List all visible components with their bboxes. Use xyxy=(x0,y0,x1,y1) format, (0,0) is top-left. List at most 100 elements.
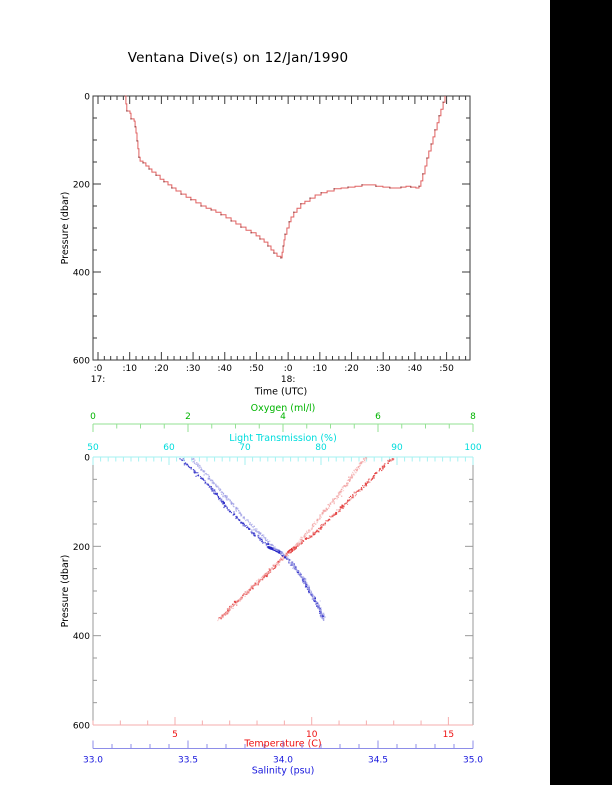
scatter-dot xyxy=(355,492,357,494)
scatter-dot xyxy=(289,559,291,561)
scatter-dot xyxy=(322,509,325,512)
scatter-dot xyxy=(290,562,293,565)
scatter-dot xyxy=(330,503,332,505)
scatter-dot xyxy=(333,501,335,503)
scatter-dot xyxy=(319,515,321,517)
scatter-dot xyxy=(328,519,330,521)
scatter-dot xyxy=(325,520,327,522)
scatter-dot xyxy=(371,478,373,480)
scatter-dot xyxy=(212,480,214,482)
scatter-dot xyxy=(303,579,305,581)
scatter-dot xyxy=(246,590,248,592)
scatter-dot xyxy=(262,542,264,544)
scatter-dot xyxy=(276,562,278,564)
scatter-dot xyxy=(321,514,323,516)
scatter-dot xyxy=(304,534,306,536)
scatter-dot xyxy=(246,524,248,527)
scatter-dot xyxy=(266,572,268,574)
scatter-dot xyxy=(230,501,233,504)
scatter-dot xyxy=(329,515,331,517)
scatter-dot xyxy=(260,537,262,539)
scatter-dot xyxy=(335,513,338,515)
scatter-dot xyxy=(316,529,319,532)
scatter-dot xyxy=(308,587,310,589)
scatter-dot xyxy=(321,512,323,514)
scatter-dot xyxy=(324,616,326,618)
scatter-dot xyxy=(227,609,229,612)
scatter-dot xyxy=(318,527,320,530)
temperature-ascent-points xyxy=(217,457,368,622)
scatter-dot xyxy=(319,517,321,519)
scatter-dot xyxy=(312,525,314,527)
scatter-dot xyxy=(292,564,294,566)
scatter-dot xyxy=(309,530,311,532)
scatter-dot xyxy=(198,463,200,465)
scatter-dot xyxy=(237,599,239,601)
scatter-dot xyxy=(201,477,204,480)
scatter-dot xyxy=(312,533,315,536)
scatter-dot xyxy=(243,523,245,525)
scatter-dot xyxy=(391,458,394,461)
time-tick-label: :40 xyxy=(408,364,423,374)
scatter-dot xyxy=(280,557,282,559)
scatter-dot xyxy=(317,530,320,533)
scatter-dot xyxy=(267,571,269,573)
dive-profile-marker xyxy=(438,115,440,117)
scatter-dot xyxy=(235,602,237,604)
scatter-dot xyxy=(303,582,305,585)
scatter-dot xyxy=(331,514,334,517)
scatter-dot xyxy=(191,458,193,460)
scatter-dot xyxy=(275,566,277,568)
scatter-dot xyxy=(313,595,315,597)
scatter-dot xyxy=(292,547,294,549)
dive-profile-marker xyxy=(333,188,335,190)
scatter-dot xyxy=(269,570,271,572)
scatter-dot xyxy=(258,578,260,580)
scatter-dot xyxy=(193,469,195,471)
scatter-dot xyxy=(226,497,228,499)
scatter-dot xyxy=(212,481,214,483)
scatter-dot xyxy=(183,462,185,465)
scatter-dot xyxy=(221,493,223,495)
temperature-axis: 5 10 15 xyxy=(92,717,473,740)
oxygen-axis: 0 2 4 6 8 xyxy=(90,412,476,432)
scatter-dot xyxy=(367,479,370,481)
scatter-dot xyxy=(311,595,313,597)
scatter-dot xyxy=(251,523,253,525)
scatter-dot xyxy=(333,498,335,500)
scatter-dot xyxy=(209,479,211,481)
scatter-dot xyxy=(233,506,235,508)
scatter-dot xyxy=(230,512,232,514)
scatter-dot xyxy=(232,504,235,506)
scatter-dot xyxy=(259,580,261,582)
scatter-dot xyxy=(281,551,284,553)
scatter-dot xyxy=(297,570,299,572)
scatter-dot xyxy=(351,473,353,475)
scatter-dot xyxy=(303,536,305,538)
scatter-dot xyxy=(227,509,229,511)
scatter-dot xyxy=(286,553,288,555)
scatter-dot xyxy=(260,577,263,579)
scatter-dot xyxy=(300,536,302,538)
scatter-dot xyxy=(182,458,184,460)
pressure-tick-label: 600 xyxy=(73,722,90,732)
scatter-dot xyxy=(279,560,281,562)
scatter-dot xyxy=(235,516,237,518)
scatter-dot xyxy=(248,592,250,594)
scatter-dot xyxy=(306,530,308,532)
scatter-dot xyxy=(256,530,259,533)
scatter-dot xyxy=(195,475,197,477)
scatter-dot xyxy=(247,519,249,521)
scatter-dot xyxy=(315,523,317,525)
scatter-dot xyxy=(308,535,310,537)
scatter-dot xyxy=(275,549,278,551)
scatter-dot xyxy=(304,580,306,582)
scatter-dot xyxy=(320,612,322,614)
dive-profile-marker xyxy=(250,232,252,234)
scatter-dot xyxy=(303,577,305,580)
scatter-dot xyxy=(378,470,380,472)
scatter-dot xyxy=(286,556,288,558)
scatter-dot xyxy=(250,531,252,533)
scatter-dot xyxy=(388,460,390,462)
dive-profile-marker xyxy=(230,220,232,222)
